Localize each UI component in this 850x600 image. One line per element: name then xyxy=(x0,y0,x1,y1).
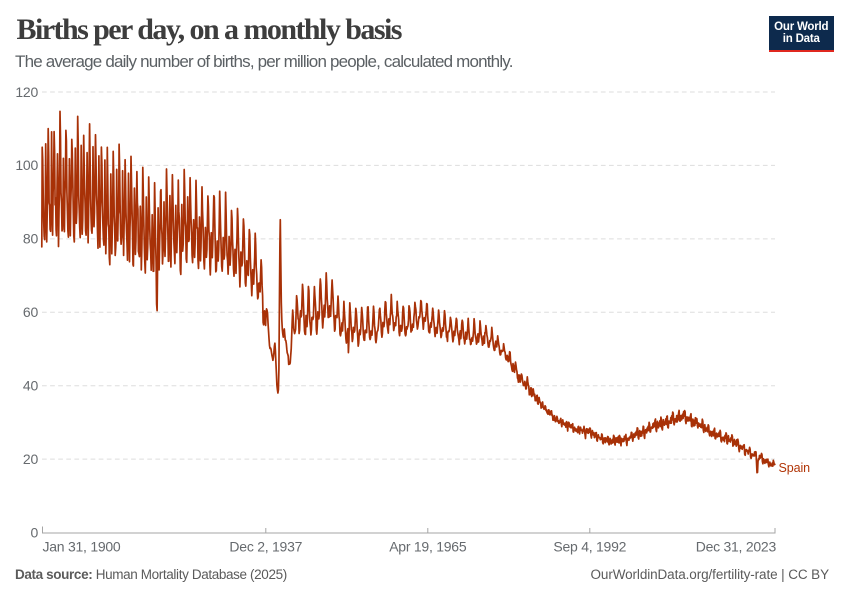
svg-text:40: 40 xyxy=(23,378,39,394)
svg-text:20: 20 xyxy=(23,451,39,467)
svg-text:Spain: Spain xyxy=(779,461,811,475)
svg-text:Dec 31, 2023: Dec 31, 2023 xyxy=(696,539,777,555)
svg-text:Dec 2, 1937: Dec 2, 1937 xyxy=(229,539,302,555)
svg-text:0: 0 xyxy=(30,524,38,540)
svg-text:60: 60 xyxy=(23,304,39,320)
svg-text:Jan 31, 1900: Jan 31, 1900 xyxy=(43,539,121,555)
svg-text:80: 80 xyxy=(23,231,39,247)
svg-text:Sep 4, 1992: Sep 4, 1992 xyxy=(553,539,626,555)
svg-text:Apr 19, 1965: Apr 19, 1965 xyxy=(389,539,467,555)
svg-text:100: 100 xyxy=(15,157,38,173)
svg-text:120: 120 xyxy=(15,84,38,100)
